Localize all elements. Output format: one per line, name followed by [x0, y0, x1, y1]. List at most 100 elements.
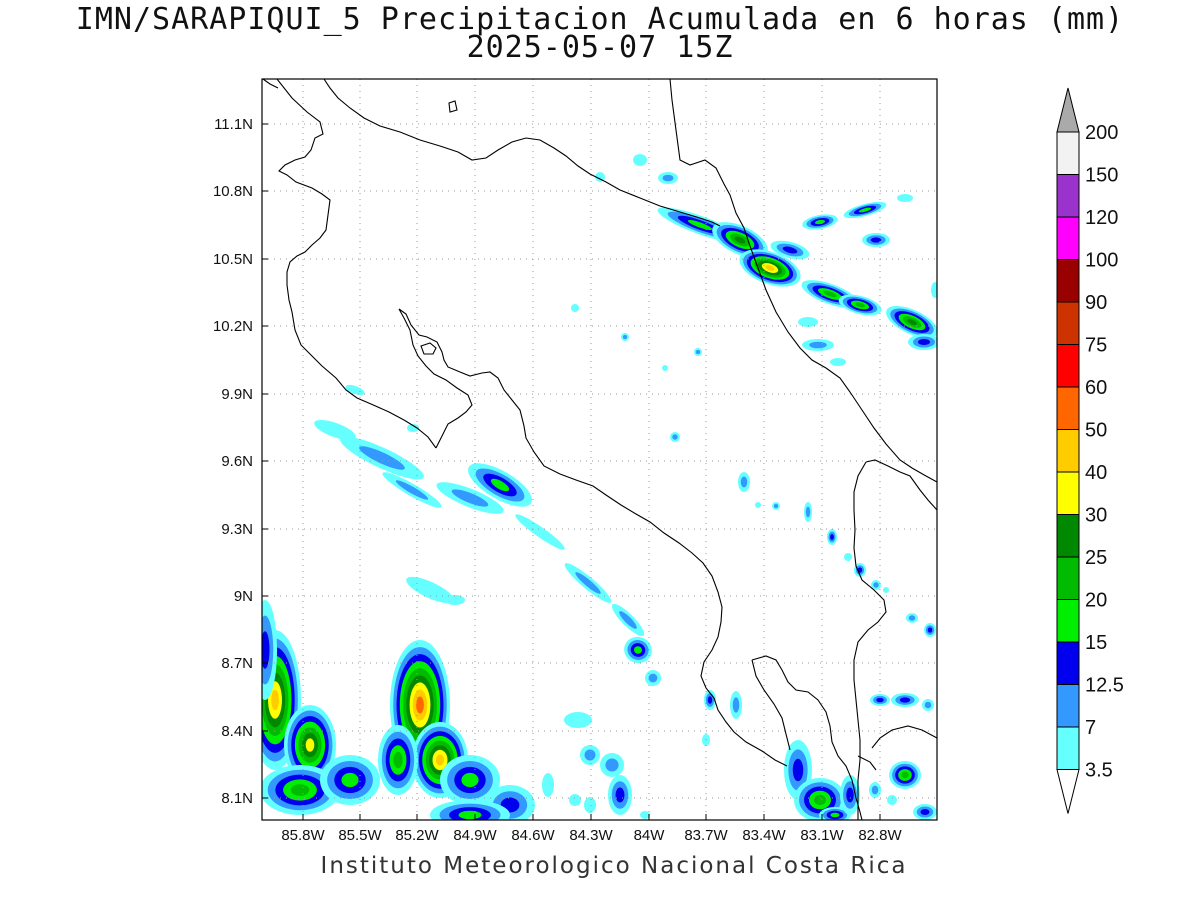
colorbar-swatch — [1056, 599, 1080, 643]
precip-contour — [873, 582, 879, 588]
precip-contour — [931, 282, 937, 298]
lon-tick-label: 84W — [634, 827, 666, 844]
colorbar-label: 12.5 — [1085, 675, 1124, 697]
colorbar-label: 40 — [1085, 462, 1107, 484]
precip-contour — [740, 476, 748, 488]
precip-contour — [648, 673, 658, 683]
colorbar-swatch — [1056, 684, 1080, 728]
precip-contour — [765, 265, 775, 271]
precip-contour — [359, 446, 405, 470]
precip-contour — [687, 219, 713, 231]
lon-tick-label: 83.1W — [800, 827, 844, 844]
precip-contour — [814, 219, 826, 225]
precip-contour — [314, 420, 356, 440]
precip-contour — [855, 302, 865, 308]
map-frame — [261, 78, 938, 821]
colorbar-swatch — [1056, 301, 1080, 345]
precip-contour — [564, 712, 592, 728]
precip-contour — [451, 489, 489, 507]
precip-contour — [830, 812, 840, 818]
precip-contour — [271, 689, 279, 711]
precip-contour — [883, 587, 889, 593]
caribbean-coast — [669, 79, 937, 483]
colorbar-swatch — [1056, 344, 1080, 388]
precip-contour — [345, 384, 365, 396]
precip-contour — [605, 758, 619, 772]
lon-tick-label: 83.7W — [684, 827, 728, 844]
precip-contour — [584, 797, 596, 813]
precip-contour — [619, 611, 637, 629]
coastline-borders — [262, 79, 937, 820]
precip-contour — [924, 701, 932, 709]
colorbar-swatches — [1056, 87, 1080, 814]
lake-islet — [448, 100, 458, 113]
colorbar-swatch — [1056, 726, 1080, 770]
burica-coast — [871, 725, 937, 749]
precip-contour — [707, 696, 713, 704]
lat-tick-label: 11.1N — [214, 116, 253, 133]
colorbar-swatch — [1056, 131, 1080, 175]
lat-tick-label: 10.5N — [213, 251, 253, 268]
precip-contour — [887, 795, 897, 805]
precip-contour — [393, 751, 403, 769]
lat-tick-label: 8.4N — [221, 723, 253, 740]
colorbar-labels: 200 150 120 100 90 75 60 50 40 30 25 20 15 12.5 7 3.5 — [1085, 122, 1124, 782]
colorbar-label: 7 — [1085, 717, 1096, 739]
precip-contour — [490, 478, 510, 492]
lon-tick-label: 85.2W — [395, 827, 439, 844]
precip-contour — [695, 349, 701, 355]
panama-border — [853, 459, 937, 820]
lat-tick-label: 8.7N — [221, 655, 253, 672]
precip-contour — [798, 317, 818, 327]
precip-contour — [702, 734, 710, 746]
colorbar-label: 100 — [1085, 250, 1118, 272]
lon-tick-label: 83.4W — [742, 827, 786, 844]
precip-contour — [445, 595, 465, 605]
colorbar-swatch — [1056, 259, 1080, 303]
chira-island — [420, 342, 437, 355]
precip-contour — [595, 172, 605, 182]
colorbar-swatch — [1056, 556, 1080, 600]
precip-contour — [871, 785, 879, 795]
colorbar-swatch — [1056, 641, 1080, 685]
precip-contour — [672, 434, 678, 440]
precip-contour — [575, 572, 601, 594]
precip-contour — [918, 339, 930, 345]
colorbar-label: 150 — [1085, 165, 1118, 187]
colorbar-swatch — [1056, 471, 1080, 515]
precip-contour — [569, 794, 581, 806]
colorbar-label: 90 — [1085, 292, 1107, 314]
lat-tick-label: 9.6N — [221, 453, 253, 470]
precip-contour — [734, 236, 746, 244]
colorbar-label: 15 — [1085, 632, 1107, 654]
precip-contour — [906, 318, 918, 326]
lon-tick-label: 82.8W — [858, 827, 902, 844]
colorbar-label: 3.5 — [1085, 760, 1113, 782]
colorbar-label: 200 — [1085, 122, 1118, 144]
precip-contour — [640, 811, 650, 819]
precip-contour — [830, 358, 846, 366]
colorbar-label: 25 — [1085, 547, 1107, 569]
precip-contour — [823, 290, 837, 298]
precip-contour — [927, 627, 933, 633]
precip-contour — [858, 207, 872, 213]
colorbar-label: 120 — [1085, 207, 1118, 229]
colorbar-label: 30 — [1085, 505, 1107, 527]
precip-contour — [846, 787, 854, 803]
map-subtitle-datetime: 2025-05-07 15Z — [466, 30, 734, 65]
precip-contour — [792, 758, 804, 782]
latitude-axis: 11.1N 10.8N 10.5N 10.2N 9.9N 9.6N 9.3N 9N 8.7N 8.… — [213, 116, 268, 807]
lat-tick-label: 10.8N — [213, 183, 253, 200]
northern-border — [323, 79, 721, 227]
colorbar-label: 20 — [1085, 590, 1107, 612]
precip-contour — [615, 787, 625, 803]
precip-contour — [622, 334, 628, 340]
precipitation-field — [262, 154, 937, 820]
colorbar-swatch — [1056, 216, 1080, 260]
colorbar-label: 75 — [1085, 335, 1107, 357]
colorbar-bottom-arrow — [1056, 769, 1080, 814]
lon-tick-label: 84.6W — [511, 827, 555, 844]
precip-contour — [870, 237, 882, 243]
